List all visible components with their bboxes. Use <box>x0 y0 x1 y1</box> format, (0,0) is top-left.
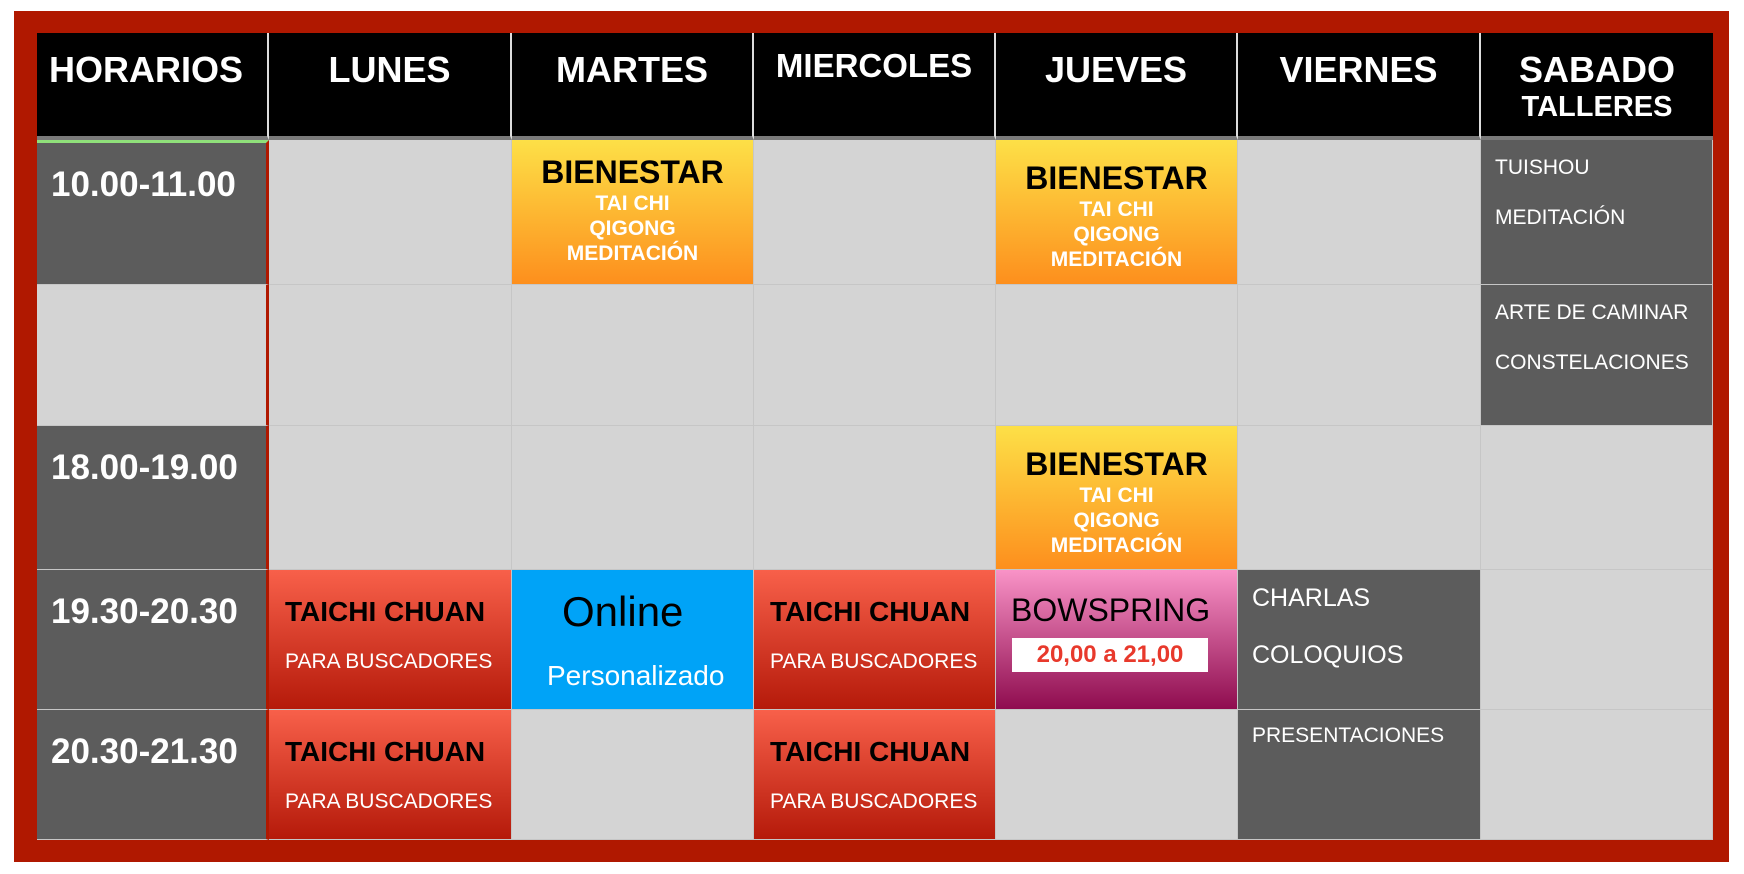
class-taichi[interactable]: TAICHI CHUAN PARA BUSCADORES <box>269 570 512 710</box>
header-label: MARTES <box>556 49 708 90</box>
header-lunes: LUNES <box>269 33 512 140</box>
class-subtitle: PARA BUSCADORES <box>770 650 978 673</box>
taller-item: ARTE DE CAMINAR <box>1495 301 1689 324</box>
class-bienestar[interactable]: BIENESTAR TAI CHI QIGONG MEDITACIÓN <box>996 426 1238 570</box>
class-title: BOWSPRING <box>1011 592 1211 628</box>
class-line: TAI CHI <box>1079 198 1154 221</box>
class-taichi[interactable]: TAICHI CHUAN PARA BUSCADORES <box>754 710 996 840</box>
viernes-item: PRESENTACIONES <box>1252 724 1445 747</box>
class-line: QIGONG <box>1073 509 1160 532</box>
empty-cell <box>1481 710 1713 840</box>
empty-cell <box>754 426 996 570</box>
viernes-cell: CHARLAS COLOQUIOS <box>1238 570 1481 710</box>
time-label: 20.30-21.30 <box>51 732 238 771</box>
class-title: BIENESTAR <box>1025 446 1208 482</box>
empty-cell <box>512 710 754 840</box>
class-line: MEDITACIÓN <box>1050 248 1183 271</box>
header-horarios: HORARIOS <box>37 33 269 140</box>
taller-item: TUISHOU <box>1495 156 1590 179</box>
time-slot: 18.00-19.00 <box>37 426 269 570</box>
class-subtitle: PARA BUSCADORES <box>770 790 978 813</box>
class-line: QIGONG <box>1073 223 1160 246</box>
header-sublabel: TALLERES <box>1521 91 1673 123</box>
time-label: 19.30-20.30 <box>51 592 238 631</box>
class-taichi[interactable]: TAICHI CHUAN PARA BUSCADORES <box>269 710 512 840</box>
empty-cell <box>269 285 512 426</box>
class-bowspring[interactable]: BOWSPRING 20,00 a 21,00 <box>996 570 1238 710</box>
class-subtitle: PARA BUSCADORES <box>285 650 493 673</box>
class-title: Online <box>562 588 684 635</box>
header-label: MIERCOLES <box>775 47 973 84</box>
class-title: BIENESTAR <box>1025 160 1208 196</box>
header-jueves: JUEVES <box>996 33 1238 140</box>
schedule-table: HORARIOS LUNES MARTES MIERCOLES JUEVES V… <box>37 33 1713 840</box>
empty-cell <box>996 710 1238 840</box>
time-slot: 20.30-21.30 <box>37 710 269 840</box>
header-label: LUNES <box>328 49 451 90</box>
time-slot: 19.30-20.30 <box>37 570 269 710</box>
empty-cell <box>512 285 754 426</box>
header-viernes: VIERNES <box>1238 33 1481 140</box>
viernes-item: COLOQUIOS <box>1252 641 1404 669</box>
viernes-cell: PRESENTACIONES <box>1238 710 1481 840</box>
time-label: 18.00-19.00 <box>51 448 238 487</box>
viernes-item: CHARLAS <box>1252 584 1371 612</box>
class-online[interactable]: Online Personalizado <box>512 570 754 710</box>
class-title: TAICHI CHUAN <box>770 596 971 627</box>
class-time-badge: 20,00 a 21,00 <box>1012 638 1208 672</box>
class-bienestar[interactable]: BIENESTAR TAI CHI QIGONG MEDITACIÓN <box>512 140 754 285</box>
header-label: SABADO <box>1518 49 1675 90</box>
header-miercoles: MIERCOLES <box>754 33 996 140</box>
class-title: BIENESTAR <box>541 154 724 190</box>
empty-cell <box>754 285 996 426</box>
class-taichi[interactable]: TAICHI CHUAN PARA BUSCADORES <box>754 570 996 710</box>
empty-cell <box>512 426 754 570</box>
class-subtitle: Personalizado <box>547 660 725 691</box>
empty-cell <box>269 140 512 285</box>
empty-cell <box>1481 570 1713 710</box>
class-line: TAI CHI <box>595 192 670 215</box>
empty-cell <box>1481 426 1713 570</box>
time-slot: 10.00-11.00 <box>37 140 269 285</box>
empty-cell <box>1238 140 1481 285</box>
header-martes: MARTES <box>512 33 754 140</box>
empty-cell <box>269 426 512 570</box>
empty-cell <box>1238 285 1481 426</box>
taller-cell: ARTE DE CAMINAR CONSTELACIONES <box>1481 285 1713 426</box>
class-title: TAICHI CHUAN <box>770 736 971 767</box>
taller-item: CONSTELACIONES <box>1495 351 1689 374</box>
empty-cell <box>996 285 1238 426</box>
class-subtitle: PARA BUSCADORES <box>285 790 493 813</box>
time-slot-empty <box>37 285 269 426</box>
empty-cell <box>1238 426 1481 570</box>
class-line: MEDITACIÓN <box>1050 534 1183 557</box>
class-line: QIGONG <box>589 217 676 240</box>
header-label: HORARIOS <box>49 49 244 90</box>
class-bienestar[interactable]: BIENESTAR TAI CHI QIGONG MEDITACIÓN <box>996 140 1238 285</box>
class-title: TAICHI CHUAN <box>285 736 486 767</box>
taller-cell: TUISHOU MEDITACIÓN <box>1481 140 1713 285</box>
header-sabado: SABADO TALLERES <box>1481 33 1713 140</box>
header-label: JUEVES <box>1044 49 1188 90</box>
taller-item: MEDITACIÓN <box>1495 206 1626 229</box>
header-label: VIERNES <box>1279 49 1438 90</box>
class-line: MEDITACIÓN <box>566 242 699 265</box>
time-label: 10.00-11.00 <box>51 165 236 204</box>
class-line: TAI CHI <box>1079 484 1154 507</box>
empty-cell <box>754 140 996 285</box>
class-title: TAICHI CHUAN <box>285 596 486 627</box>
